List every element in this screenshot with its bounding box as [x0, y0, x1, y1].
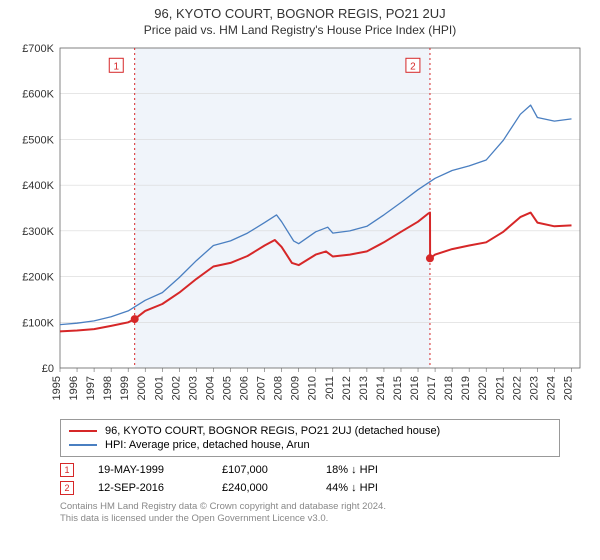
- y-tick-label: £600K: [22, 89, 54, 101]
- page-title: 96, KYOTO COURT, BOGNOR REGIS, PO21 2UJ: [10, 6, 590, 21]
- x-tick-label: 2014: [375, 376, 387, 400]
- legend: 96, KYOTO COURT, BOGNOR REGIS, PO21 2UJ …: [60, 419, 560, 457]
- x-tick-label: 2021: [494, 376, 506, 400]
- legend-swatch: [69, 430, 97, 432]
- sale-hpi-diff: 44% ↓ HPI: [326, 482, 416, 494]
- sale-label-num: 2: [410, 61, 416, 72]
- x-tick-label: 2003: [187, 376, 199, 400]
- footer-attribution: Contains HM Land Registry data © Crown c…: [60, 501, 560, 526]
- x-tick-label: 2023: [528, 376, 540, 400]
- x-tick-label: 2019: [460, 376, 472, 400]
- x-tick-label: 2001: [153, 376, 165, 400]
- x-tick-label: 2012: [341, 376, 353, 400]
- x-tick-label: 2000: [136, 376, 148, 400]
- x-tick-label: 2002: [170, 376, 182, 400]
- y-tick-label: £300K: [22, 226, 54, 238]
- x-tick-label: 1998: [102, 376, 114, 400]
- sale-date: 12-SEP-2016: [98, 482, 198, 494]
- legend-label: HPI: Average price, detached house, Arun: [105, 439, 310, 451]
- page-subtitle: Price paid vs. HM Land Registry's House …: [10, 23, 590, 37]
- x-tick-label: 2007: [256, 376, 268, 400]
- sale-label-num: 1: [113, 61, 119, 72]
- x-tick-label: 2013: [358, 376, 370, 400]
- sales-table: 1 19-MAY-1999 £107,000 18% ↓ HPI 2 12-SEP-201…: [60, 461, 560, 497]
- sale-price: £240,000: [222, 482, 302, 494]
- sale-marker-icon: 1: [60, 463, 74, 477]
- x-tick-label: 1995: [51, 376, 63, 400]
- x-tick-label: 2017: [426, 376, 438, 400]
- x-tick-label: 1997: [85, 376, 97, 400]
- y-tick-label: £0: [42, 363, 54, 375]
- sale-point: [131, 315, 139, 323]
- x-tick-label: 2022: [511, 376, 523, 400]
- sale-marker-icon: 2: [60, 481, 74, 495]
- x-tick-label: 2024: [545, 376, 557, 400]
- sale-row: 2 12-SEP-2016 £240,000 44% ↓ HPI: [60, 479, 560, 497]
- legend-label: 96, KYOTO COURT, BOGNOR REGIS, PO21 2UJ …: [105, 425, 440, 437]
- y-tick-label: £400K: [22, 180, 54, 192]
- price-chart: £0 £100K £200K £300K £400K £500K £600K £700K 199…: [10, 43, 590, 413]
- y-tick-label: £100K: [22, 317, 54, 329]
- x-tick-label: 2020: [477, 376, 489, 400]
- x-tick-label: 2005: [221, 376, 233, 400]
- ownership-band: [135, 48, 430, 368]
- x-tick-label: 1999: [119, 376, 131, 400]
- sale-date: 19-MAY-1999: [98, 464, 198, 476]
- x-tick-label: 2016: [409, 376, 421, 400]
- x-tick-label: 1996: [68, 376, 80, 400]
- sale-hpi-diff: 18% ↓ HPI: [326, 464, 416, 476]
- legend-item: 96, KYOTO COURT, BOGNOR REGIS, PO21 2UJ …: [69, 424, 551, 438]
- x-tick-label: 2018: [443, 376, 455, 400]
- footer-line: Contains HM Land Registry data © Crown c…: [60, 501, 560, 513]
- x-tick-label: 2011: [324, 376, 336, 400]
- legend-swatch: [69, 444, 97, 445]
- sale-price: £107,000: [222, 464, 302, 476]
- y-tick-label: £200K: [22, 272, 54, 284]
- sale-row: 1 19-MAY-1999 £107,000 18% ↓ HPI: [60, 461, 560, 479]
- x-tick-label: 2025: [562, 376, 574, 400]
- y-tick-label: £500K: [22, 134, 54, 146]
- x-tick-label: 2010: [307, 376, 319, 400]
- sale-point: [426, 254, 434, 262]
- x-tick-label: 2004: [204, 376, 216, 400]
- legend-item: HPI: Average price, detached house, Arun: [69, 438, 551, 452]
- x-tick-label: 2006: [239, 376, 251, 400]
- x-tick-label: 2009: [290, 376, 302, 400]
- y-tick-label: £700K: [22, 43, 54, 55]
- x-tick-label: 2008: [273, 376, 285, 400]
- footer-line: This data is licensed under the Open Gov…: [60, 513, 560, 525]
- x-tick-label: 2015: [392, 376, 404, 400]
